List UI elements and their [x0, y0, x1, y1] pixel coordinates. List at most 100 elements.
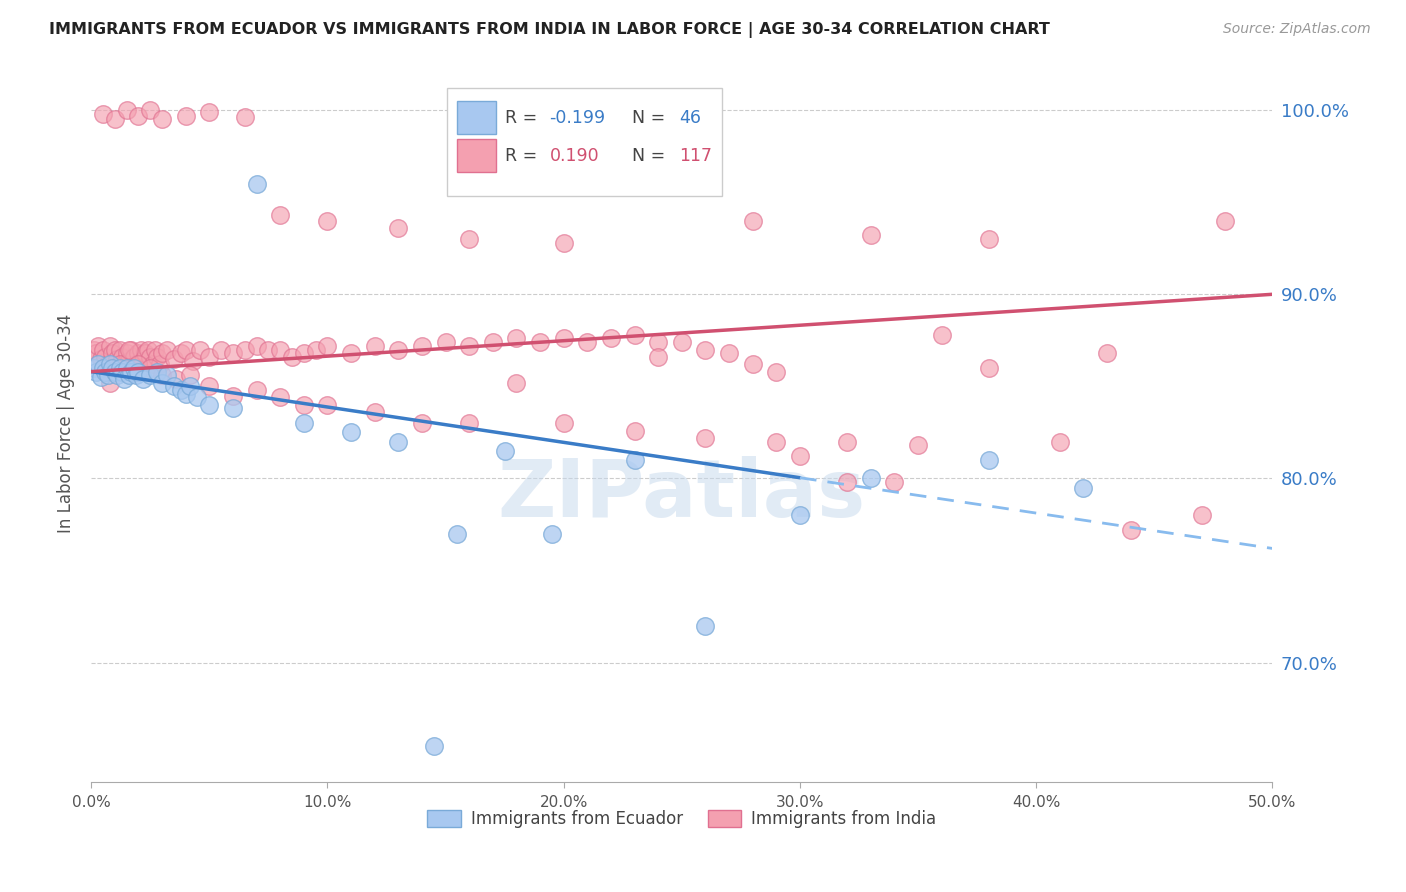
Text: IMMIGRANTS FROM ECUADOR VS IMMIGRANTS FROM INDIA IN LABOR FORCE | AGE 30-34 CORR: IMMIGRANTS FROM ECUADOR VS IMMIGRANTS FR… — [49, 22, 1050, 38]
Point — [505, 331, 527, 345]
Text: R =: R = — [505, 109, 543, 127]
Point — [316, 398, 339, 412]
Text: 117: 117 — [679, 147, 713, 165]
Point — [269, 391, 291, 405]
Point — [541, 526, 564, 541]
Point — [387, 221, 409, 235]
Point — [316, 213, 339, 227]
Point — [245, 177, 267, 191]
Point — [553, 331, 575, 345]
Point — [139, 368, 162, 383]
Point — [222, 346, 245, 360]
Point — [84, 365, 107, 379]
Point — [446, 526, 468, 541]
Point — [87, 357, 110, 371]
Point — [91, 107, 114, 121]
FancyBboxPatch shape — [457, 102, 496, 134]
Point — [316, 339, 339, 353]
Point — [108, 361, 131, 376]
Point — [977, 453, 1000, 467]
Point — [188, 343, 211, 357]
Point — [118, 368, 141, 383]
Point — [411, 416, 433, 430]
Point — [139, 361, 162, 376]
FancyBboxPatch shape — [457, 139, 496, 172]
Point — [179, 368, 201, 383]
Point — [181, 353, 204, 368]
Point — [1095, 346, 1118, 360]
Point — [174, 386, 197, 401]
Point — [90, 370, 112, 384]
Point — [233, 343, 256, 357]
Point — [105, 368, 128, 383]
Point — [458, 416, 481, 430]
Point — [340, 425, 363, 440]
Point — [150, 376, 173, 390]
Point — [198, 105, 221, 120]
Point — [387, 343, 409, 357]
Point — [108, 343, 131, 357]
Point — [112, 357, 135, 371]
Point — [837, 475, 859, 490]
Point — [127, 346, 149, 360]
Y-axis label: In Labor Force | Age 30-34: In Labor Force | Age 30-34 — [58, 314, 75, 533]
Point — [422, 739, 444, 753]
Point — [907, 438, 929, 452]
Point — [115, 346, 138, 360]
Point — [104, 343, 127, 357]
Point — [174, 343, 197, 357]
Point — [132, 353, 155, 368]
Point — [292, 416, 315, 430]
Point — [623, 424, 645, 438]
Point — [186, 391, 208, 405]
Point — [91, 361, 114, 376]
Legend: Immigrants from Ecuador, Immigrants from India: Immigrants from Ecuador, Immigrants from… — [420, 804, 943, 835]
Point — [529, 335, 551, 350]
Point — [150, 346, 173, 360]
Point — [695, 619, 717, 633]
Point — [115, 361, 138, 376]
Point — [482, 335, 505, 350]
Point — [94, 365, 117, 379]
Point — [98, 357, 121, 371]
Point — [146, 350, 169, 364]
Point — [363, 405, 385, 419]
Point — [127, 109, 149, 123]
Point — [105, 351, 128, 366]
Point — [931, 327, 953, 342]
Point — [209, 343, 232, 357]
Point — [304, 343, 326, 357]
Point — [108, 357, 131, 371]
Point — [647, 350, 669, 364]
Text: 0.190: 0.190 — [550, 147, 599, 165]
Point — [156, 368, 179, 383]
Point — [97, 368, 120, 383]
Text: Source: ZipAtlas.com: Source: ZipAtlas.com — [1223, 22, 1371, 37]
Point — [765, 434, 787, 449]
Point — [198, 398, 221, 412]
Point — [977, 232, 1000, 246]
Point — [150, 112, 173, 127]
Point — [292, 398, 315, 412]
Point — [647, 335, 669, 350]
Point — [132, 372, 155, 386]
Point — [149, 357, 172, 371]
Point — [1213, 213, 1236, 227]
Point — [101, 361, 124, 376]
Point — [118, 353, 141, 368]
Point — [163, 379, 186, 393]
Point — [859, 228, 882, 243]
Point — [83, 343, 105, 357]
Point — [127, 357, 149, 371]
Point — [623, 453, 645, 467]
Point — [977, 361, 1000, 376]
Point — [1049, 434, 1071, 449]
Text: 46: 46 — [679, 109, 702, 127]
Point — [269, 208, 291, 222]
Point — [789, 450, 811, 464]
FancyBboxPatch shape — [447, 88, 723, 196]
Point — [98, 339, 121, 353]
Point — [134, 346, 156, 360]
Point — [505, 376, 527, 390]
Point — [139, 350, 162, 364]
